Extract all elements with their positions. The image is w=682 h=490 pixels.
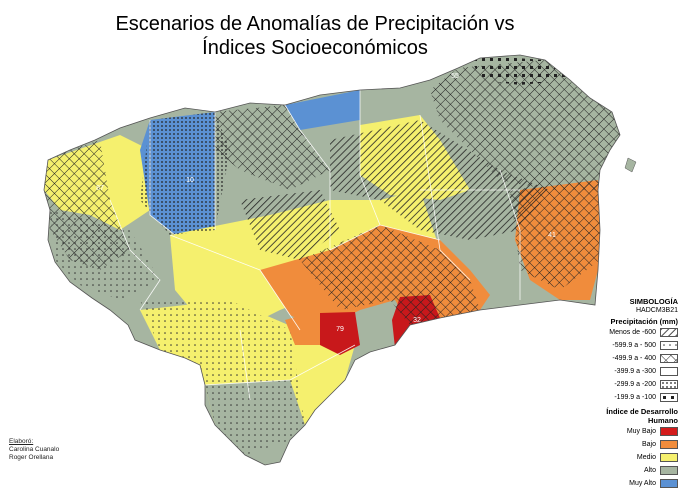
map-title-line2: Índices Socioeconómicos [202, 37, 428, 59]
legend-precip-row: Menos de -600 [590, 326, 678, 339]
municipality-label: 55 [451, 73, 459, 80]
municipality-label: 10 [186, 177, 194, 184]
muy-alto-swatch [660, 479, 678, 488]
coastal-islet [624, 157, 637, 173]
municipality-borders [109, 90, 521, 401]
muy-bajo-swatch [660, 427, 678, 436]
sparse-dots-swatch [660, 341, 678, 350]
pattern-sparse-dots-west [50, 210, 160, 300]
legend-idh-row: Bajo [590, 438, 678, 451]
pattern-cross-east [510, 180, 600, 290]
region-muy-bajo-2 [320, 312, 360, 355]
pattern-sparse-dots-south [140, 300, 305, 455]
legend-model: HADCM3B21 [635, 307, 678, 314]
medio-swatch [660, 453, 678, 462]
large-dots-swatch [660, 393, 678, 402]
blank-swatch [660, 367, 678, 376]
legend-precip-row: -299.9 a -200 [590, 378, 678, 391]
legend-precip-row: -199.9 a -100 [590, 391, 678, 404]
legend-idh-row: Alto [590, 464, 678, 477]
idh-heading: Índice de Desarrollo Humano [606, 407, 678, 425]
municipality-label: 87 [96, 185, 104, 192]
credits-label: Elaboró: [9, 438, 34, 445]
region-bajo-small [285, 310, 325, 345]
municipality-label: 79 [336, 326, 344, 333]
bajo-swatch [660, 440, 678, 449]
map-title: Escenarios de Anomalías de Precipitación… [80, 12, 550, 60]
legend-precip-row: -499.9 a - 400 [590, 352, 678, 365]
map-title-line1: Escenarios de Anomalías de Precipitación… [115, 13, 515, 35]
dense-dots-swatch [660, 380, 678, 389]
pattern-crosshatch-ne [215, 105, 330, 190]
credits: Elaboró: Carolina Cuanalo Roger Orellana [9, 438, 59, 462]
credits-author: Carolina Cuanalo [9, 446, 60, 453]
region-muy-alto-coast [285, 90, 360, 130]
legend-idh-row: Muy Alto [590, 477, 678, 490]
pattern-large-dots-ne [470, 55, 570, 85]
credits-author: Roger Orellana [9, 454, 54, 461]
pattern-diag-west [240, 190, 340, 260]
pattern-dense-dots-merida [140, 112, 230, 235]
municipality-label: 41 [548, 232, 556, 239]
legend-precip-row: -399.9 a -300 [590, 365, 678, 378]
alto-swatch [660, 466, 678, 475]
legend-precip-row: -599.9 a - 500 [590, 339, 678, 352]
legend-idh-row: Medio [590, 451, 678, 464]
pattern-diag-center [330, 120, 550, 240]
precip-heading: Precipitación (mm) [610, 317, 678, 326]
pattern-cross-center [300, 225, 480, 325]
legend: SIMBOLOGÍA HADCM3B21 Precipitación (mm) … [590, 297, 678, 490]
legend-heading: SIMBOLOGÍA [629, 297, 678, 306]
crosshatch-swatch [660, 354, 678, 363]
state-outline [43, 54, 621, 466]
legend-idh-row: Muy Bajo [590, 425, 678, 438]
municipality-label: 32 [413, 317, 421, 324]
diagonal-lines-swatch [660, 328, 678, 337]
